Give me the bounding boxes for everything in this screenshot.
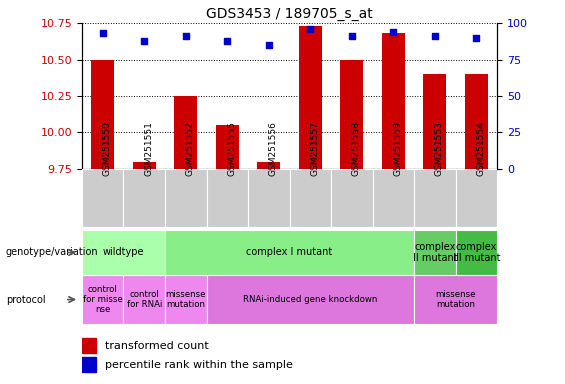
Bar bbox=[92, 60, 114, 169]
Bar bbox=[414, 230, 455, 275]
Text: missense
mutation: missense mutation bbox=[166, 290, 206, 309]
Bar bbox=[165, 169, 207, 227]
Bar bbox=[123, 169, 165, 227]
Bar bbox=[82, 338, 97, 353]
Bar bbox=[123, 275, 165, 324]
Text: GSM251556: GSM251556 bbox=[269, 121, 278, 176]
Text: genotype/variation: genotype/variation bbox=[6, 247, 98, 258]
Text: RNAi-induced gene knockdown: RNAi-induced gene knockdown bbox=[243, 295, 377, 304]
Text: GSM251554: GSM251554 bbox=[476, 121, 485, 176]
Text: percentile rank within the sample: percentile rank within the sample bbox=[105, 360, 293, 370]
Text: GSM251555: GSM251555 bbox=[227, 121, 236, 176]
Bar bbox=[216, 125, 238, 169]
Bar bbox=[165, 230, 414, 275]
Text: protocol: protocol bbox=[6, 295, 45, 305]
Bar bbox=[465, 74, 488, 169]
Point bbox=[264, 42, 273, 48]
Bar bbox=[424, 74, 446, 169]
Point bbox=[181, 33, 190, 39]
Text: control
for misse
nse: control for misse nse bbox=[83, 285, 123, 314]
Text: GSM251559: GSM251559 bbox=[393, 121, 402, 176]
Bar bbox=[414, 275, 497, 324]
Bar bbox=[248, 169, 289, 227]
Bar bbox=[82, 357, 97, 372]
Bar bbox=[373, 169, 414, 227]
Text: GSM251557: GSM251557 bbox=[310, 121, 319, 176]
Bar bbox=[207, 275, 414, 324]
Bar bbox=[382, 33, 405, 169]
Bar bbox=[82, 275, 123, 324]
Text: GSM251553: GSM251553 bbox=[435, 121, 444, 176]
Text: GSM251552: GSM251552 bbox=[186, 121, 195, 176]
Bar bbox=[456, 169, 497, 227]
Bar bbox=[341, 60, 363, 169]
Bar bbox=[133, 162, 155, 169]
Point bbox=[347, 33, 357, 39]
Bar bbox=[82, 230, 165, 275]
Bar bbox=[331, 169, 373, 227]
Bar bbox=[456, 230, 497, 275]
Text: transformed count: transformed count bbox=[105, 341, 208, 351]
Point bbox=[389, 29, 398, 35]
Point bbox=[472, 35, 481, 41]
Bar bbox=[258, 162, 280, 169]
Text: control
for RNAi: control for RNAi bbox=[127, 290, 162, 309]
Point bbox=[431, 33, 440, 39]
Text: missense
mutation: missense mutation bbox=[436, 290, 476, 309]
Bar bbox=[414, 169, 455, 227]
Bar bbox=[289, 169, 331, 227]
Point bbox=[98, 30, 107, 36]
Text: GSM251558: GSM251558 bbox=[352, 121, 361, 176]
Point bbox=[223, 38, 232, 44]
Bar bbox=[165, 275, 207, 324]
Title: GDS3453 / 189705_s_at: GDS3453 / 189705_s_at bbox=[206, 7, 373, 21]
Bar bbox=[82, 169, 123, 227]
Text: GSM251550: GSM251550 bbox=[103, 121, 112, 176]
Bar bbox=[299, 26, 321, 169]
Text: GSM251551: GSM251551 bbox=[144, 121, 153, 176]
Text: wildtype: wildtype bbox=[103, 247, 144, 258]
Text: complex
III mutant: complex III mutant bbox=[453, 242, 500, 263]
Text: complex
II mutant: complex II mutant bbox=[412, 242, 457, 263]
Point bbox=[306, 26, 315, 32]
Bar bbox=[207, 169, 248, 227]
Text: complex I mutant: complex I mutant bbox=[246, 247, 333, 258]
Point bbox=[140, 38, 149, 44]
Bar bbox=[175, 96, 197, 169]
